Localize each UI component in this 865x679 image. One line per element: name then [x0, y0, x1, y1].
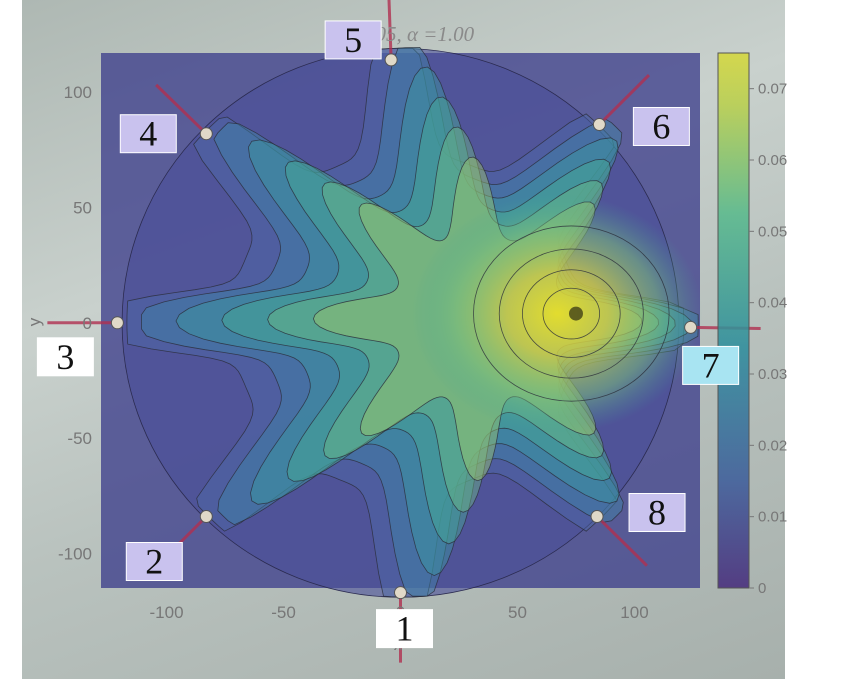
x-tick-label: -50 [271, 603, 296, 622]
electrode-label-box [682, 345, 740, 385]
electrode-label-box [36, 337, 94, 377]
y-tick-label: -50 [67, 429, 92, 448]
colorbar-tick-label: 0 [758, 580, 766, 597]
electrode-markers [47, 0, 761, 663]
electrode-labels: 1 2 3 4 5 6 7 8 [36, 20, 740, 649]
colorbar-tick-label: 0.07 [758, 81, 787, 98]
y-axis-label: y [25, 317, 44, 326]
electrode-point [110, 316, 124, 330]
y-tick-label: -100 [58, 544, 92, 563]
electrode-point [384, 53, 398, 67]
peak-marker [568, 306, 583, 321]
peak-region [412, 193, 703, 434]
electrode-wire [387, 0, 393, 60]
colorbar-tick-label: 0.05 [758, 223, 787, 240]
electrode-point [394, 586, 407, 600]
x-tick-label: 100 [620, 603, 648, 622]
y-tick-label: 50 [73, 199, 92, 218]
electrode-number: 3 [56, 337, 74, 377]
electrode-point [199, 510, 213, 524]
electrode-label-box [628, 493, 686, 533]
y-tick-label: 0 [83, 314, 92, 333]
electrode-label-box [119, 114, 177, 154]
colorbar [717, 52, 750, 589]
electrode-label-box [632, 106, 690, 146]
electrode-point [590, 510, 604, 524]
electrode-number: 6 [652, 106, 670, 146]
x-tick-label: -100 [150, 603, 184, 622]
peak-contour [473, 225, 670, 402]
colorbar-ticks: 0.07 0.06 0.05 0.04 0.03 0.02 0.01 0 [749, 81, 787, 597]
electrode-number: 2 [145, 542, 163, 582]
electrode-number: 1 [396, 609, 414, 649]
peak-contour [498, 248, 644, 379]
electrode-number: 7 [702, 345, 720, 385]
y-axis-ticks: 100 50 0 -50 -100 [58, 83, 92, 563]
electrode-number: 5 [344, 20, 362, 60]
peak-contour [542, 287, 601, 340]
electrode-point [199, 127, 213, 141]
colorbar-tick-label: 0.01 [758, 509, 787, 526]
electrode-wire [155, 83, 208, 135]
electrode-label-box [324, 20, 382, 60]
electrode-label-box [125, 542, 183, 582]
contour-layer [121, 46, 703, 598]
electrode-point [592, 117, 606, 131]
contour-level [126, 47, 685, 598]
colorbar-tick-label: 0.03 [758, 366, 787, 383]
colorbar-tick-label: 0.06 [758, 152, 787, 169]
electrode-label-box [376, 609, 433, 649]
x-tick-label: 50 [508, 603, 527, 622]
electrode-point [684, 320, 698, 334]
colorbar-tick-label: 0.02 [758, 437, 787, 454]
electrode-number: 4 [139, 114, 157, 154]
electrode-number: 8 [648, 493, 666, 533]
electrode-wire [598, 73, 651, 126]
peak-contour [522, 269, 621, 358]
electrode-wire [595, 515, 648, 567]
y-tick-label: 100 [64, 83, 92, 102]
colorbar-tick-label: 0.04 [758, 295, 787, 312]
